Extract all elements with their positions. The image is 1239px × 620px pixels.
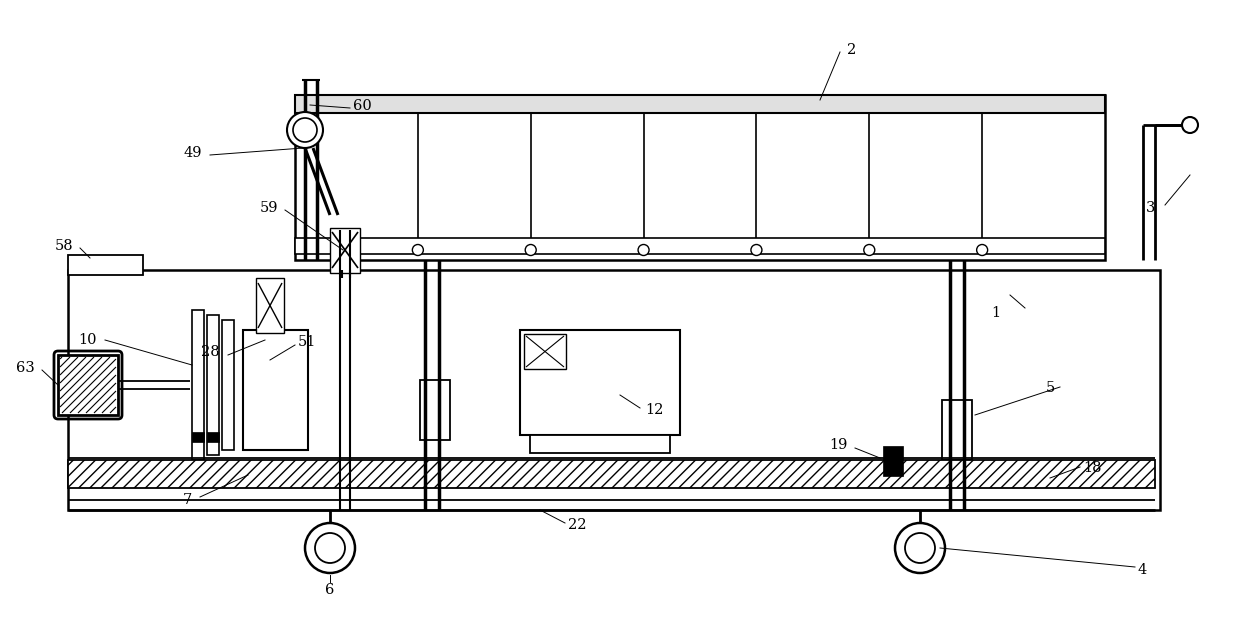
Circle shape — [287, 112, 323, 148]
Text: 58: 58 — [55, 239, 73, 253]
Text: 2: 2 — [847, 43, 856, 57]
Bar — [520, 330, 680, 435]
Bar — [530, 435, 670, 453]
Circle shape — [864, 244, 875, 255]
Circle shape — [904, 533, 935, 563]
Bar — [330, 228, 361, 273]
Bar — [942, 400, 973, 460]
Text: 59: 59 — [259, 201, 278, 215]
Text: 5: 5 — [1046, 381, 1054, 395]
Bar — [256, 278, 284, 333]
Circle shape — [751, 244, 762, 255]
Circle shape — [305, 523, 356, 573]
Text: 19: 19 — [830, 438, 847, 452]
Text: 6: 6 — [326, 583, 335, 597]
Text: 3: 3 — [1146, 201, 1155, 215]
Bar — [243, 330, 309, 450]
Text: 12: 12 — [646, 403, 663, 417]
Text: 22: 22 — [567, 518, 586, 532]
Circle shape — [895, 523, 945, 573]
Text: 63: 63 — [16, 361, 35, 375]
Text: 28: 28 — [202, 345, 221, 359]
Text: 4: 4 — [1137, 563, 1147, 577]
Bar — [68, 270, 1160, 510]
Bar — [68, 460, 1155, 488]
Circle shape — [525, 244, 536, 255]
Bar — [420, 380, 450, 440]
Text: 49: 49 — [183, 146, 202, 160]
Text: 7: 7 — [182, 493, 192, 507]
Bar — [192, 432, 204, 442]
Bar — [883, 446, 903, 476]
Circle shape — [638, 244, 649, 255]
Circle shape — [315, 533, 344, 563]
Bar — [222, 320, 234, 450]
Bar — [207, 432, 219, 442]
Circle shape — [976, 244, 987, 255]
Circle shape — [292, 118, 317, 142]
Text: 1: 1 — [991, 306, 1000, 320]
Bar — [295, 95, 1105, 113]
Bar — [192, 310, 204, 460]
Text: 18: 18 — [1083, 461, 1101, 475]
Bar — [68, 255, 142, 275]
Bar — [295, 238, 1105, 254]
Bar — [295, 95, 1105, 260]
Bar — [58, 355, 118, 415]
Circle shape — [413, 244, 424, 255]
Text: 51: 51 — [299, 335, 316, 349]
Bar — [207, 315, 219, 455]
Text: 10: 10 — [78, 333, 97, 347]
Circle shape — [1182, 117, 1198, 133]
Bar — [524, 334, 566, 369]
Text: 60: 60 — [353, 99, 372, 113]
